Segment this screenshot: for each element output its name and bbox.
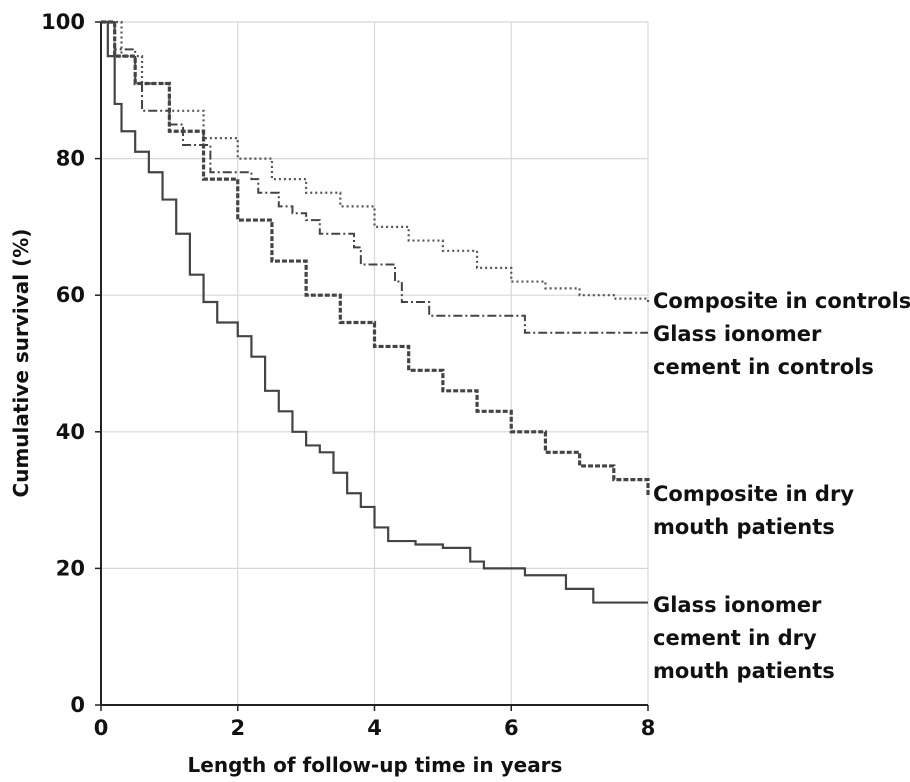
survival-line — [101, 20, 650, 497]
series-label: Glass ionomer cement in dry mouth patients — [653, 593, 835, 683]
series-label-line: cement in controls — [653, 355, 874, 379]
survival-line — [101, 21, 648, 334]
y-tick-label: 40 — [56, 420, 85, 444]
x-tick-label: 2 — [230, 716, 245, 740]
series-label-line: Composite in dry — [653, 482, 854, 506]
x-tick-label: 0 — [94, 716, 109, 740]
x-tick-label: 6 — [504, 716, 519, 740]
y-tick-label: 80 — [56, 147, 85, 171]
series-label-line: Glass ionomer — [653, 322, 822, 346]
series-label-line: mouth patients — [653, 515, 835, 539]
series-label: Glass ionomer cement in controls — [653, 322, 874, 379]
series-label-line: cement in dry — [653, 626, 817, 650]
series-label-line: Composite in controls — [653, 289, 910, 313]
x-axis-title: Length of follow-up time in years — [188, 753, 563, 777]
y-tick-label: 100 — [41, 10, 85, 34]
series-label: Composite in dry mouth patients — [653, 482, 854, 539]
x-tick-label: 4 — [367, 716, 382, 740]
x-tick-label: 8 — [641, 716, 656, 740]
y-tick-label: 20 — [56, 556, 85, 580]
series-label-line: Glass ionomer — [653, 593, 822, 617]
series-label: Composite in controls — [653, 289, 910, 313]
y-tick-label: 60 — [56, 283, 85, 307]
series-label-line: mouth patients — [653, 659, 835, 683]
y-tick-label: 0 — [70, 693, 85, 717]
y-axis-title: Cumulative survival (%) — [9, 229, 33, 498]
survival-line — [101, 20, 648, 604]
